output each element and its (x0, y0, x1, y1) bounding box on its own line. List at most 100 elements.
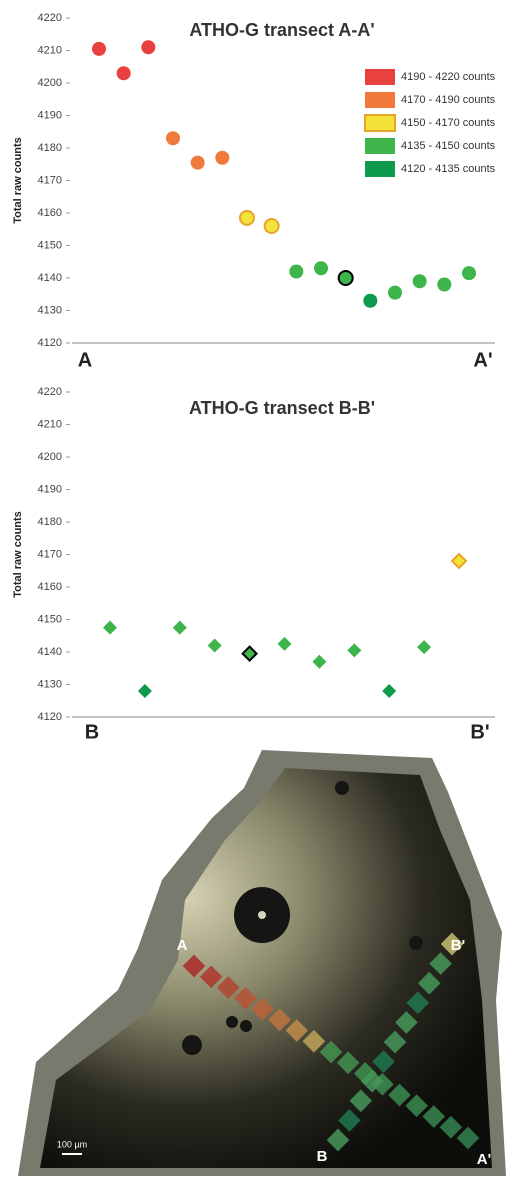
laser-spot (439, 1115, 463, 1139)
laser-spot (417, 971, 441, 995)
laser-spot (406, 991, 430, 1015)
laser-spot (336, 1051, 360, 1075)
legend-label: 4120 - 4135 counts (401, 163, 496, 175)
point (412, 274, 427, 289)
laser-spot (456, 1126, 480, 1150)
x-end-label: A' (473, 349, 492, 371)
point (116, 66, 131, 81)
legend-label: 4135 - 4150 counts (401, 140, 496, 152)
point (263, 218, 280, 234)
y-tick-label: 4160 (38, 581, 62, 593)
scale-bar-label: 100 µm (57, 1139, 87, 1149)
chart-a: ATHO-G transect A-A' Total raw counts 4120… (12, 12, 496, 371)
transect-label: B' (451, 937, 465, 954)
point (277, 636, 292, 651)
legend-label: 4150 - 4170 counts (401, 117, 496, 129)
point (190, 155, 205, 170)
point (462, 266, 476, 281)
point (450, 552, 468, 570)
y-tick-label: 4150 (38, 239, 62, 251)
bubble (240, 1020, 252, 1032)
point (141, 40, 156, 55)
laser-spot (319, 1040, 343, 1064)
laser-spot (372, 1050, 395, 1073)
legend-label: 4170 - 4190 counts (401, 94, 496, 106)
point (241, 645, 259, 663)
point (166, 131, 180, 146)
point (337, 270, 354, 286)
laser-spot (429, 952, 452, 975)
laser-spot (383, 1030, 407, 1054)
laser-spot (395, 1011, 418, 1034)
bubble (226, 1016, 238, 1028)
x-end-label: B' (470, 721, 489, 743)
bubble (335, 781, 349, 795)
y-tick-label: 4140 (38, 272, 62, 284)
bubble (409, 936, 423, 950)
y-tick-label: 4130 (38, 304, 62, 316)
point (215, 150, 230, 165)
y-tick-label: 4210 (38, 418, 62, 430)
point (312, 654, 327, 669)
bubble (182, 1035, 202, 1055)
y-tick-label: 4200 (38, 451, 62, 463)
y-tick-label: 4220 (38, 12, 62, 24)
y-axis-label: Total raw counts (12, 137, 24, 224)
point (289, 264, 304, 279)
point (207, 638, 222, 653)
laser-spot (422, 1105, 446, 1128)
micrograph: A A' B B' 100 µm (18, 750, 506, 1176)
laser-spot (302, 1029, 326, 1053)
point (92, 41, 106, 56)
chart-title: ATHO-G transect A-A' (189, 20, 374, 40)
y-tick-label: 4190 (38, 109, 62, 121)
point (137, 684, 152, 698)
transect-label: B (317, 1148, 328, 1165)
point (103, 620, 117, 635)
laser-spot (349, 1089, 373, 1113)
legend-swatch (365, 138, 395, 154)
laser-spot (360, 1069, 384, 1093)
y-tick-label: 4140 (38, 646, 62, 658)
y-tick-label: 4210 (38, 44, 62, 56)
point (347, 643, 362, 658)
bubble (258, 911, 266, 919)
point (363, 293, 378, 308)
point (437, 277, 452, 292)
y-tick-label: 4220 (38, 386, 62, 398)
transect-label: A' (477, 1151, 491, 1168)
x-end-label: A (78, 349, 92, 371)
point (388, 285, 402, 300)
y-tick-label: 4190 (38, 483, 62, 495)
point (314, 261, 328, 276)
y-tick-label: 4180 (38, 516, 62, 528)
laser-spot (388, 1083, 411, 1107)
y-tick-label: 4180 (38, 142, 62, 154)
transect-label: A (177, 937, 188, 954)
y-tick-label: 4130 (38, 678, 62, 690)
legend-swatch (364, 114, 396, 132)
laser-spot (405, 1094, 428, 1118)
point (417, 640, 432, 655)
legend-label: 4190 - 4220 counts (401, 71, 496, 83)
laser-spot (338, 1109, 361, 1132)
laser-spot (440, 932, 464, 956)
y-tick-label: 4160 (38, 207, 62, 219)
y-tick-label: 4170 (38, 174, 62, 186)
y-tick-label: 4120 (38, 337, 62, 349)
y-tick-label: 4170 (38, 548, 62, 560)
chart-b: ATHO-G transect B-B' Total raw counts 4120… (12, 386, 495, 743)
legend-swatch (365, 69, 395, 85)
legend-swatch (365, 161, 395, 177)
chart-title: ATHO-G transect B-B' (189, 398, 375, 418)
legend-swatch (365, 92, 395, 108)
x-end-label: B (85, 721, 99, 743)
point (239, 209, 255, 226)
laser-spot (268, 1008, 291, 1032)
y-axis-label: Total raw counts (12, 511, 24, 598)
laser-spot (326, 1128, 350, 1152)
point (382, 684, 397, 698)
y-tick-label: 4200 (38, 77, 62, 89)
y-tick-label: 4150 (38, 613, 62, 625)
